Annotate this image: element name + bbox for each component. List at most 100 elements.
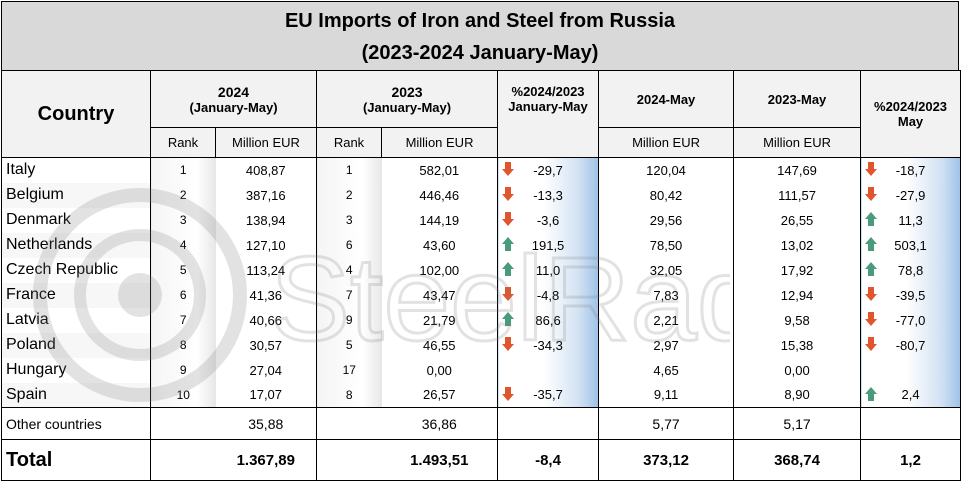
rank-cell: 4 <box>150 232 216 258</box>
rank-cell: 5 <box>316 332 382 358</box>
total-may-2023: 368,74 <box>733 439 862 481</box>
arrow-down-icon <box>865 162 878 176</box>
pct-cell: -35,7 <box>497 382 600 408</box>
may-2024-cell: 4,65 <box>598 357 735 383</box>
rank-cell: 8 <box>150 332 216 358</box>
rank-cell: 7 <box>150 307 216 333</box>
value-2023-cell: 43,60 <box>381 232 499 258</box>
pctm-cell: -39,5 <box>860 282 962 308</box>
arrow-down-icon <box>865 186 878 201</box>
pct-value: -13,3 <box>533 187 563 203</box>
table-row: Denmark 3 138,94 3 144,19 -3,6 29,56 26,55 11,3 <box>1 207 962 233</box>
country-cell: Other countries <box>1 407 151 440</box>
total-label: Total <box>1 439 151 481</box>
header-2023-year: 2023 <box>391 83 423 100</box>
header-2024-may: 2024-May <box>598 70 735 128</box>
may-2023-cell: 26,55 <box>733 207 862 233</box>
may-2024-cell: 120,04 <box>598 157 735 183</box>
pctm-cell: -77,0 <box>860 307 962 333</box>
pct-cell: 86,6 <box>497 307 600 333</box>
header-2024-period: (January-May) <box>189 99 278 115</box>
pct-cell: -3,6 <box>497 207 600 233</box>
value-2024-cell: 35,88 <box>215 407 318 440</box>
header-pct-period: January-May <box>508 99 588 115</box>
title-line-1: EU Imports of Iron and Steel from Russia <box>284 10 676 32</box>
arrow-down-icon <box>865 311 878 326</box>
subheader-rank-2023: Rank <box>316 127 383 158</box>
pctm-cell <box>860 357 962 383</box>
value-2023-cell: 21,79 <box>381 307 499 333</box>
value-2023-cell: 0,00 <box>381 357 499 383</box>
may-2024-cell: 7,83 <box>598 282 735 308</box>
value-2024-cell: 17,07 <box>215 382 318 408</box>
value-2024-cell: 40,66 <box>215 307 318 333</box>
arrow-down-icon <box>502 186 515 201</box>
pctm-cell <box>860 407 962 440</box>
rank-cell: 4 <box>316 257 382 283</box>
arrow-down-icon <box>502 162 515 176</box>
title-line-2: (2023-2024 January-May) <box>361 42 599 64</box>
pctm-value: 78,8 <box>897 262 924 278</box>
pctm-cell: 2,4 <box>860 382 962 408</box>
country-cell: Spain <box>1 382 151 408</box>
rank-cell: 10 <box>150 382 216 408</box>
pct-cell: -34,3 <box>497 332 600 358</box>
country-cell: Czech Republic <box>1 257 151 283</box>
rank-cell <box>316 439 382 481</box>
arrow-down-icon <box>502 211 515 226</box>
total-pctm: 1,2 <box>860 439 962 481</box>
pctm-value: -77,0 <box>895 312 926 328</box>
value-2023-cell: 36,86 <box>381 407 499 440</box>
may-2024-cell: 9,11 <box>598 382 735 408</box>
table-row: Italy 1 408,87 1 582,01 -29,7 120,04 147,69 -18,… <box>1 157 962 183</box>
header-pct-may: %2024/2023 May <box>860 70 962 158</box>
pct-value: -35,7 <box>533 387 563 403</box>
rank-cell: 3 <box>316 207 382 233</box>
total-2023: 1.493,51 <box>381 439 499 481</box>
header-2023-may: 2023-May <box>733 70 862 128</box>
pctm-value: 503,1 <box>894 237 927 253</box>
may-2023-cell: 0,00 <box>733 357 862 383</box>
value-2024-cell: 30,57 <box>215 332 318 358</box>
pctm-value: -39,5 <box>895 287 926 303</box>
may-2024-cell: 32,05 <box>598 257 735 283</box>
total-pct: -8,4 <box>497 439 600 481</box>
subheader-blank <box>497 127 600 158</box>
value-2024-cell: 27,04 <box>215 357 318 383</box>
pctm-cell: 503,1 <box>860 232 962 258</box>
rank-cell: 5 <box>150 257 216 283</box>
rank-cell: 2 <box>150 182 216 208</box>
arrow-up-icon <box>502 261 515 276</box>
table-row: Latvia 7 40,66 9 21,79 86,6 2,21 9,58 -77,0 <box>1 307 962 333</box>
rank-cell: 3 <box>150 207 216 233</box>
rank-cell <box>150 439 216 481</box>
subheader-million-m2023: Million EUR <box>733 127 862 158</box>
pct-value: -4,8 <box>536 287 560 303</box>
rank-cell <box>316 407 382 440</box>
rank-cell: 9 <box>150 357 216 383</box>
table-row: Spain 10 17,07 8 26,57 -35,7 9,11 8,90 2,4 <box>1 382 962 408</box>
may-2023-cell: 111,57 <box>733 182 862 208</box>
may-2023-cell: 9,58 <box>733 307 862 333</box>
value-2023-cell: 144,19 <box>381 207 499 233</box>
pct-cell: -29,7 <box>497 157 600 183</box>
header-pctm-period: May <box>897 114 924 129</box>
pct-cell: 11,0 <box>497 257 600 283</box>
value-2023-cell: 43,47 <box>381 282 499 308</box>
value-2024-cell: 41,36 <box>215 282 318 308</box>
table-row: Netherlands 4 127,10 6 43,60 191,5 78,50 13,02 5… <box>1 232 962 258</box>
may-2023-cell: 15,38 <box>733 332 862 358</box>
pctm-value: -80,7 <box>895 337 926 353</box>
may-2023-cell: 13,02 <box>733 232 862 258</box>
table-title: EU Imports of Iron and Steel from Russia… <box>1 1 959 71</box>
pctm-cell: -18,7 <box>860 157 962 183</box>
value-2023-cell: 102,00 <box>381 257 499 283</box>
may-2023-cell: 147,69 <box>733 157 862 183</box>
pct-value: 11,0 <box>535 262 561 278</box>
pct-cell <box>497 407 600 440</box>
pctm-cell: -80,7 <box>860 332 962 358</box>
pctm-value: -18,7 <box>895 162 926 178</box>
country-cell: Poland <box>1 332 151 358</box>
header-2023: 2023 (January-May) <box>316 70 499 128</box>
rank-cell: 2 <box>316 182 382 208</box>
